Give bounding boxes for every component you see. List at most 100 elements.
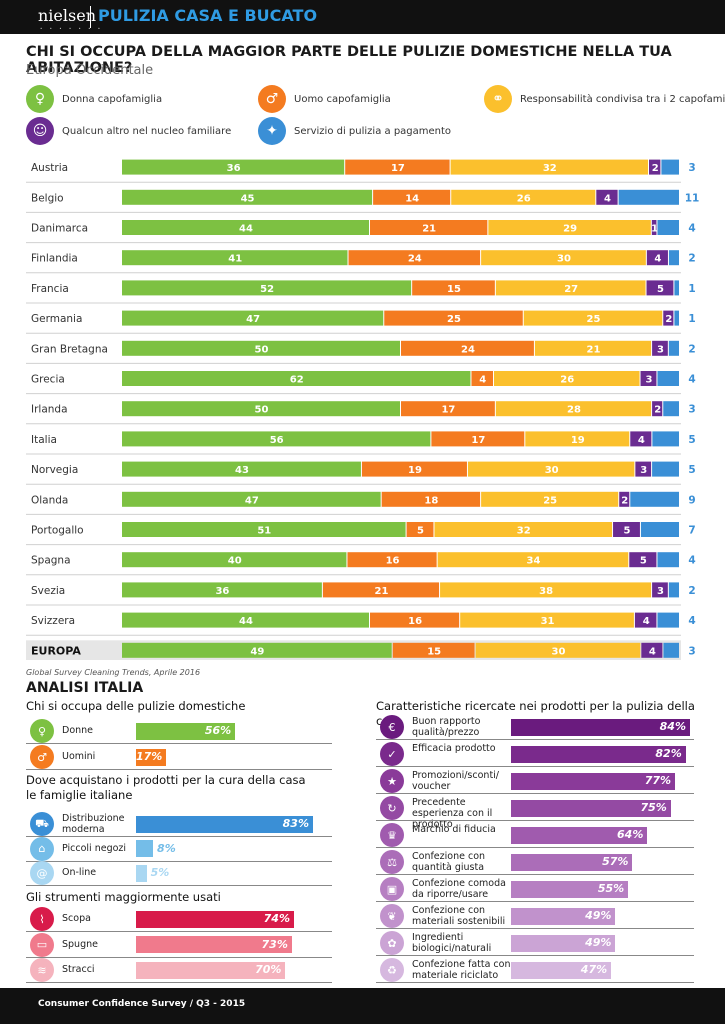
data-label: 25 — [543, 495, 557, 506]
legend-label: Responsabilità condivisa tra i 2 capofam… — [520, 93, 725, 105]
bar-segment — [122, 431, 431, 447]
bar-segment — [122, 612, 369, 628]
bar-segment — [495, 401, 652, 417]
woman-icon: ♀ — [26, 85, 54, 113]
bar-segment — [345, 159, 450, 175]
row-label: Confezione con materiali sostenibili — [412, 905, 506, 927]
value-label: 49% — [585, 909, 612, 922]
bar-segment — [406, 522, 434, 537]
data-label: 3 — [657, 586, 664, 597]
bar-segment — [122, 220, 369, 235]
bar-segment — [361, 461, 467, 477]
value-label: 55% — [597, 882, 625, 895]
value-bar — [136, 910, 294, 928]
data-label: 4 — [643, 616, 650, 627]
bar-segment — [674, 310, 679, 326]
row-label: Donne — [62, 725, 94, 736]
data-label: 16 — [408, 616, 422, 627]
bar-segment — [122, 642, 392, 658]
value-bar — [511, 772, 676, 790]
data-label: 34 — [526, 556, 540, 567]
value-bar — [511, 799, 671, 817]
row-underline — [376, 820, 694, 821]
row-underline — [376, 928, 694, 929]
bar-segment — [652, 401, 663, 417]
bar-segment — [373, 189, 451, 205]
value-label: 17% — [136, 750, 163, 763]
category-label: Svezia — [31, 585, 65, 597]
bar-segment — [596, 189, 618, 205]
data-label: 5 — [640, 556, 647, 567]
data-label: 21 — [587, 344, 601, 355]
bar-segment — [674, 280, 679, 296]
data-label: 2 — [688, 585, 695, 597]
subtitle: Europa Occidentale — [26, 63, 154, 78]
refresh-icon: ↻ — [380, 796, 404, 820]
data-label: 5 — [688, 434, 695, 446]
bar-segment — [488, 220, 651, 235]
data-label: 38 — [539, 586, 553, 597]
data-label: 19 — [408, 465, 422, 476]
data-label: 26 — [560, 375, 574, 386]
row-underline — [376, 766, 694, 767]
data-label: 4 — [654, 254, 661, 265]
leaf-icon: ❦ — [380, 904, 404, 928]
bar-segment — [657, 220, 679, 235]
value-label: 57% — [602, 855, 629, 868]
row-label: Confezione fatta con materiale riciclato — [412, 959, 511, 981]
row-underline — [26, 836, 332, 837]
legend-item: ☺ Qualcun altro nel nucleo familiare — [26, 116, 231, 146]
bar-segment — [635, 461, 652, 477]
bar-segment — [475, 642, 641, 658]
data-label: 5 — [657, 284, 664, 295]
bar-segment — [668, 340, 679, 356]
legend-label: Uomo capofamiglia — [294, 93, 391, 105]
data-label: 7 — [688, 525, 695, 537]
row-label: Buon rapporto qualità/prezzo — [412, 716, 481, 738]
data-label: 2 — [654, 405, 661, 416]
bar-segment — [523, 310, 663, 326]
bar-segment — [661, 159, 679, 175]
value-bar — [136, 748, 167, 766]
bar-segment — [122, 250, 348, 266]
bar-segment — [471, 371, 493, 386]
data-label: 3 — [640, 465, 647, 476]
star-icon: ★ — [380, 769, 404, 793]
data-label: 36 — [215, 586, 229, 597]
category-label: Germania — [31, 313, 82, 325]
data-label: 11 — [685, 192, 700, 204]
bar-segment — [347, 552, 437, 568]
data-label: 47 — [245, 495, 259, 506]
value-bar — [136, 840, 154, 857]
bar-segment — [437, 552, 629, 568]
data-label: 4 — [604, 193, 611, 204]
data-label: 50 — [255, 405, 269, 416]
bar-segment — [634, 612, 657, 628]
data-label: 25 — [587, 314, 601, 325]
bar-segment — [494, 371, 640, 386]
bar-segment — [630, 491, 679, 507]
data-label: 3 — [688, 645, 695, 657]
bar-segment — [652, 431, 679, 447]
man-icon: ♂ — [258, 85, 286, 113]
row-label: Confezione con quantità giusta — [412, 851, 486, 873]
couple-icon: ⚭ — [484, 85, 512, 113]
data-label: 2 — [688, 253, 695, 265]
header-divider — [90, 6, 91, 28]
data-label: 5 — [688, 464, 695, 476]
category-label: Olanda — [31, 494, 68, 506]
value-label: 70% — [255, 963, 282, 976]
row-label: Piccoli negozi — [62, 842, 127, 854]
cloth-icon: ≋ — [30, 958, 54, 982]
bar-segment — [370, 612, 460, 628]
bar-segment — [649, 159, 661, 175]
value-label: 49% — [585, 936, 612, 949]
bar-segment — [122, 491, 381, 507]
row-underline — [376, 847, 694, 848]
package-icon: ▣ — [380, 877, 404, 901]
data-label: 49 — [250, 646, 264, 657]
data-label: 1 — [688, 283, 695, 295]
bar-segment — [348, 250, 481, 266]
value-bar — [511, 853, 633, 871]
category-label: Danimarca — [31, 223, 88, 235]
